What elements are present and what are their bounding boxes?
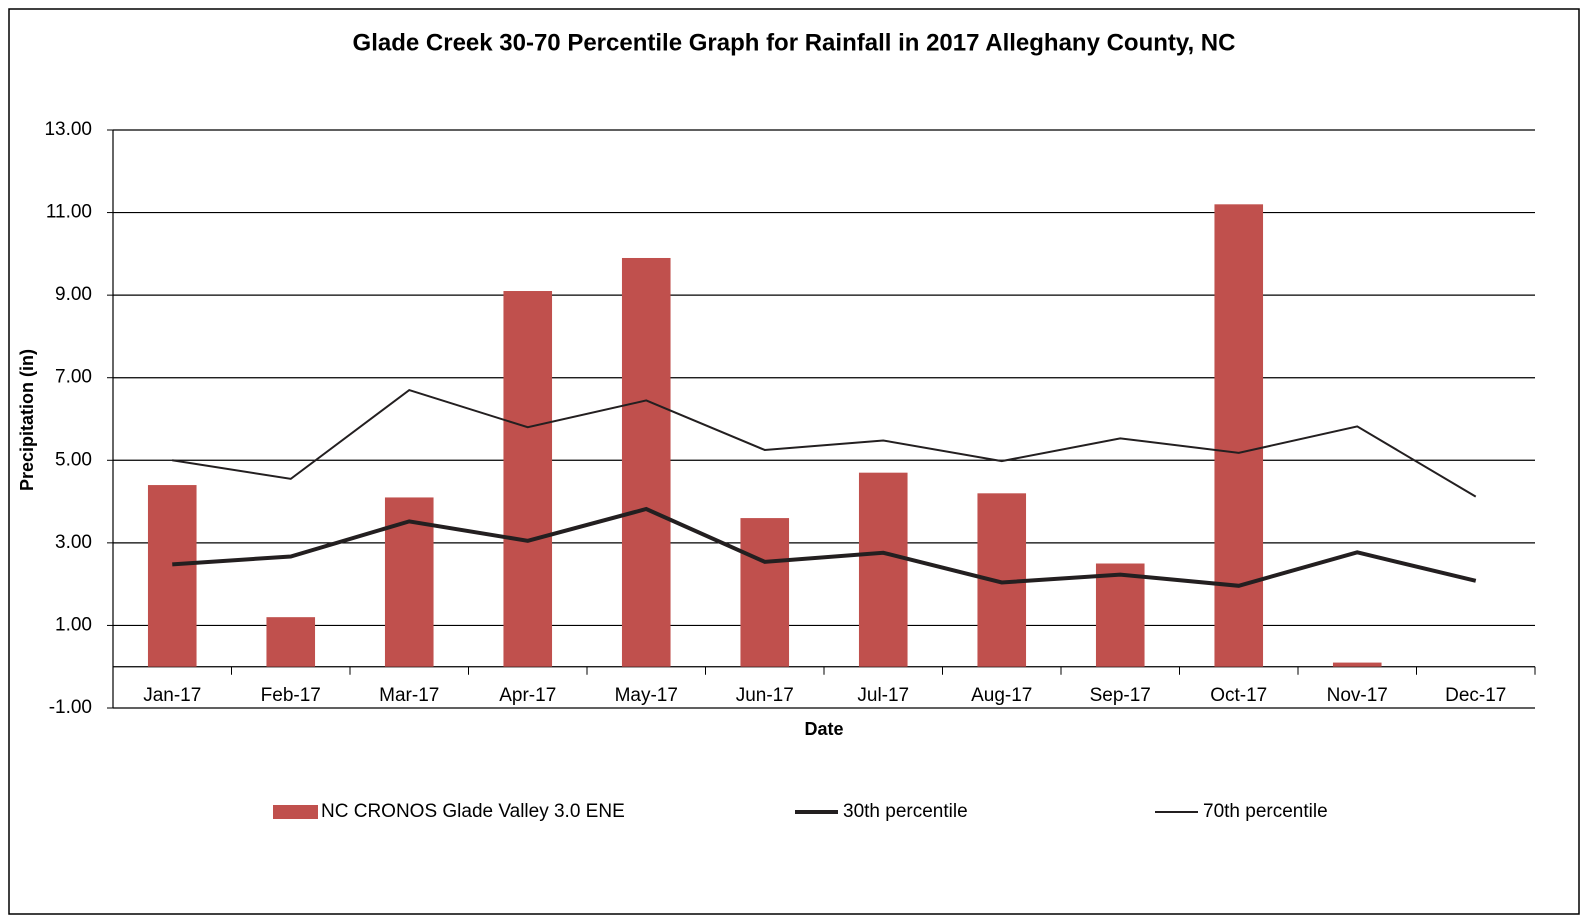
x-tick-label: May-17	[615, 685, 678, 706]
bar	[1214, 204, 1264, 667]
legend-label: 30th percentile	[843, 801, 968, 822]
y-tick-label: 9.00	[55, 284, 92, 305]
y-tick-label: 5.00	[55, 449, 92, 470]
x-tick-label: Sep-17	[1090, 685, 1151, 706]
bar	[740, 518, 790, 667]
chart-title: Glade Creek 30-70 Percentile Graph for R…	[353, 29, 1236, 56]
legend-label: NC CRONOS Glade Valley 3.0 ENE	[321, 801, 625, 822]
y-tick-label: 13.00	[44, 119, 92, 140]
x-tick-label: Nov-17	[1327, 685, 1388, 706]
chart-border	[8, 8, 1580, 915]
bar	[147, 485, 197, 667]
x-tick-label: Mar-17	[379, 685, 439, 706]
bar	[266, 617, 316, 667]
y-tick-label: 11.00	[46, 202, 92, 223]
bar	[621, 257, 671, 667]
y-axis-title: Precipitation (in)	[17, 349, 37, 491]
bar	[1095, 563, 1145, 667]
y-tick-label: 3.00	[55, 532, 92, 553]
x-axis-title: Date	[804, 719, 843, 739]
y-tick-label: 1.00	[55, 614, 92, 635]
line	[172, 388, 1477, 498]
y-tick-label: 7.00	[55, 367, 92, 388]
y-tick-label: -1.00	[49, 697, 92, 718]
legend-label: 70th percentile	[1203, 801, 1328, 822]
x-tick-label: Feb-17	[261, 685, 321, 706]
line	[172, 506, 1477, 588]
bar	[858, 472, 908, 667]
x-tick-label: Jul-17	[857, 685, 909, 706]
bar	[503, 291, 553, 667]
x-tick-label: Jan-17	[143, 685, 201, 706]
x-tick-label: Aug-17	[971, 685, 1032, 706]
x-tick-label: Jun-17	[736, 685, 794, 706]
legend-swatch	[273, 805, 318, 819]
x-tick-label: Dec-17	[1445, 685, 1506, 706]
bar	[1332, 662, 1382, 667]
x-tick-label: Apr-17	[499, 685, 556, 706]
x-tick-label: Oct-17	[1210, 685, 1267, 706]
